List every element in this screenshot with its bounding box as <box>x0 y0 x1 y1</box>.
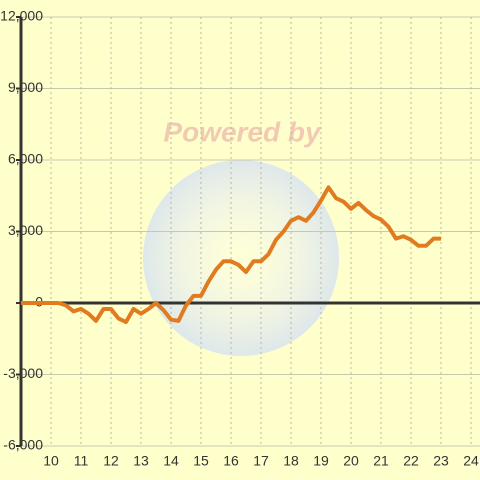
y-tick-label: -6,000 <box>3 437 43 453</box>
x-tick-label: 19 <box>313 453 329 469</box>
y-tick-label: 6,000 <box>8 151 43 167</box>
x-tick-label: 21 <box>373 453 389 469</box>
x-tick-label: 12 <box>103 453 119 469</box>
x-tick-label: 24 <box>463 453 479 469</box>
x-tick-label: 16 <box>223 453 239 469</box>
x-tick-label: 13 <box>133 453 149 469</box>
watermark: Powered by <box>163 116 322 147</box>
x-tick-label: 22 <box>403 453 419 469</box>
x-tick-label: 23 <box>433 453 449 469</box>
x-tick-label: 14 <box>163 453 179 469</box>
x-tick-label: 11 <box>74 453 89 469</box>
watermark-logo <box>143 160 339 356</box>
data-line <box>21 185 441 325</box>
x-tick-label: 15 <box>193 453 209 469</box>
x-tick-label: 10 <box>43 453 59 469</box>
y-tick-label: 12,000 <box>0 8 43 24</box>
y-tick-label: -3,000 <box>3 365 43 381</box>
y-tick-label: 3,000 <box>8 222 43 238</box>
x-tick-label: 20 <box>343 453 359 469</box>
y-tick-label: 9,000 <box>8 79 43 95</box>
x-tick-label: 17 <box>253 453 269 469</box>
x-tick-label: 18 <box>283 453 299 469</box>
